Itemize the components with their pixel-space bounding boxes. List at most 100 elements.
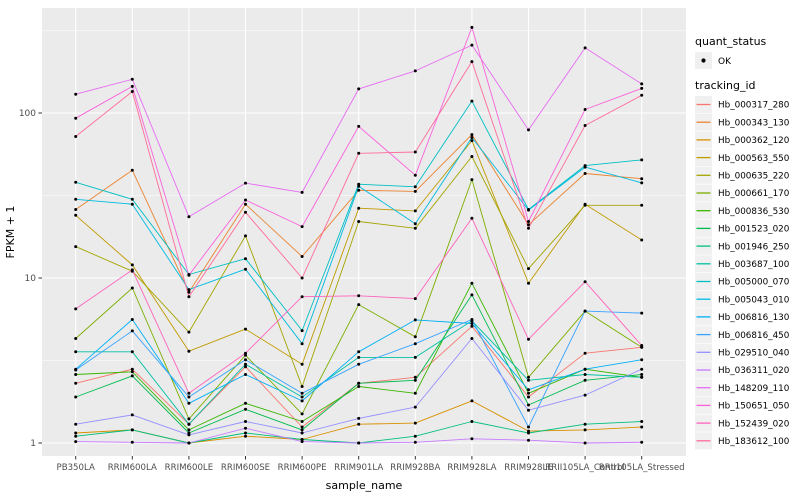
data-point	[640, 93, 644, 97]
data-point	[470, 216, 474, 220]
data-point	[130, 374, 134, 378]
ok-point-icon	[701, 58, 706, 63]
legend-entry-label: Hb_150651_050	[718, 402, 790, 412]
data-point	[74, 350, 78, 354]
data-point	[300, 438, 304, 441]
legend-entry-label: Hb_000343_130	[718, 118, 790, 128]
data-point	[300, 225, 304, 229]
data-point	[300, 342, 304, 346]
data-point	[130, 84, 134, 88]
data-point	[74, 373, 78, 376]
data-point	[244, 362, 247, 366]
y-axis-title: FPKM + 1	[4, 206, 17, 259]
data-point	[470, 420, 474, 423]
data-point	[130, 202, 134, 206]
data-point	[357, 350, 361, 354]
legend-entry-label: Hb_000317_280	[718, 101, 790, 111]
data-point	[527, 226, 530, 230]
data-point	[130, 413, 134, 417]
data-point	[583, 367, 587, 371]
data-point	[244, 407, 247, 411]
x-axis-title: sample_name	[326, 479, 403, 492]
data-point	[640, 158, 644, 162]
data-point	[244, 351, 247, 355]
legend-entry-label: Hb_005000_070	[718, 278, 790, 288]
data-point	[187, 422, 191, 426]
data-point	[300, 399, 304, 403]
data-point	[130, 286, 134, 290]
data-point	[583, 172, 587, 175]
data-point	[357, 124, 361, 128]
data-point	[583, 46, 587, 50]
data-point	[413, 391, 417, 395]
data-point	[413, 355, 417, 359]
data-point	[300, 440, 304, 444]
x-tick-label: RRIM600LA	[108, 463, 157, 473]
data-point	[357, 220, 361, 223]
data-point	[130, 367, 134, 371]
data-point	[300, 412, 304, 416]
data-point	[244, 373, 247, 376]
legend-entry-Hb_183612_100: Hb_183612_100	[695, 432, 790, 450]
data-point	[300, 391, 304, 395]
legend-entry-label: Hb_001523_020	[718, 225, 790, 235]
legend-entry-Hb_000563_550: Hb_000563_550	[695, 149, 790, 167]
data-point	[130, 370, 134, 374]
legend: quant_status OK tracking_id Hb_000317_28…	[695, 35, 790, 450]
data-point	[130, 168, 134, 172]
data-point	[74, 116, 78, 120]
data-point	[470, 399, 474, 403]
data-point	[413, 226, 417, 230]
data-point	[357, 206, 361, 210]
data-point	[413, 189, 417, 193]
data-point	[470, 437, 474, 441]
data-point	[187, 395, 191, 399]
data-point	[357, 294, 361, 298]
data-point	[357, 188, 361, 192]
data-point	[527, 220, 530, 223]
data-point	[130, 263, 134, 267]
data-point	[357, 151, 361, 155]
data-point	[640, 311, 644, 315]
data-point	[244, 353, 247, 357]
data-point	[74, 368, 78, 372]
data-point	[74, 245, 78, 249]
data-point	[413, 209, 417, 213]
data-point	[244, 327, 247, 331]
data-point	[357, 422, 361, 426]
data-point	[470, 25, 474, 29]
data-point	[583, 108, 587, 111]
data-point	[527, 431, 530, 435]
data-point	[583, 393, 587, 397]
x-tick-label: RRIM600SE	[221, 463, 270, 473]
data-point	[357, 381, 361, 385]
data-point	[300, 329, 304, 333]
legend-entry-label: Hb_148209_110	[718, 384, 790, 394]
data-point	[527, 403, 530, 407]
data-point	[640, 375, 644, 379]
data-point	[244, 420, 247, 423]
data-point	[413, 375, 417, 379]
panel-background	[42, 8, 686, 456]
data-point	[74, 440, 78, 444]
data-point	[413, 173, 417, 177]
data-point	[244, 365, 247, 369]
data-point	[640, 86, 644, 90]
data-point	[300, 276, 304, 280]
data-point	[187, 288, 191, 292]
x-tick-label: RRIM600PE	[278, 463, 327, 473]
data-point	[640, 82, 644, 86]
data-point	[470, 322, 474, 325]
plot-panel	[42, 8, 686, 456]
data-point	[244, 198, 247, 202]
x-tick-label: RRIM901LA	[334, 463, 383, 473]
legend-entry-label: Hb_001946_250	[718, 242, 790, 252]
data-points	[74, 25, 644, 445]
data-point	[470, 60, 474, 64]
data-point	[640, 358, 644, 362]
legend-entry-Hb_150651_050: Hb_150651_050	[695, 396, 790, 414]
data-point	[413, 342, 417, 346]
data-point	[640, 420, 644, 423]
data-point	[244, 431, 247, 435]
